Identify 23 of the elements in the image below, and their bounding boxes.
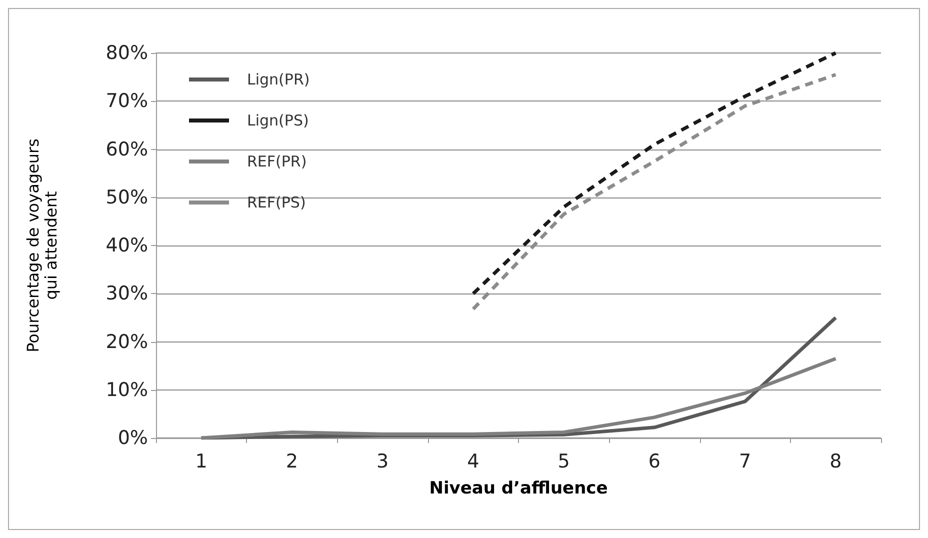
- y-tick-label: 0%: [118, 427, 148, 449]
- y-tick-label: 20%: [106, 330, 148, 353]
- y-tick-label: 30%: [106, 282, 148, 305]
- y-tick-label: 80%: [106, 42, 148, 64]
- x-tick-label: 2: [286, 450, 298, 472]
- x-axis-title: Niveau d’affluence: [429, 478, 608, 498]
- x-tick-label: 6: [648, 450, 660, 472]
- x-tick-label: 5: [558, 450, 570, 472]
- legend-label: REF(PS): [247, 194, 306, 212]
- legend-label: Lign(PS): [247, 112, 309, 130]
- x-tick-label: 3: [376, 450, 389, 472]
- x-tick-label: 1: [195, 450, 208, 472]
- legend-label: REF(PR): [247, 152, 307, 170]
- y-tick-label: 60%: [106, 138, 148, 160]
- legend-label: Lign(PR): [247, 70, 310, 88]
- x-tick-label: 8: [830, 450, 842, 472]
- x-tick-label: 4: [467, 450, 480, 472]
- x-tick-label: 7: [739, 450, 752, 472]
- y-tick-label: 70%: [106, 90, 148, 112]
- y-tick-label: 10%: [106, 378, 148, 401]
- y-tick-label: 50%: [106, 186, 148, 208]
- y-tick-label: 40%: [106, 234, 148, 256]
- y-axis-title: Pourcentage de voyageurs qui attendent: [24, 138, 60, 352]
